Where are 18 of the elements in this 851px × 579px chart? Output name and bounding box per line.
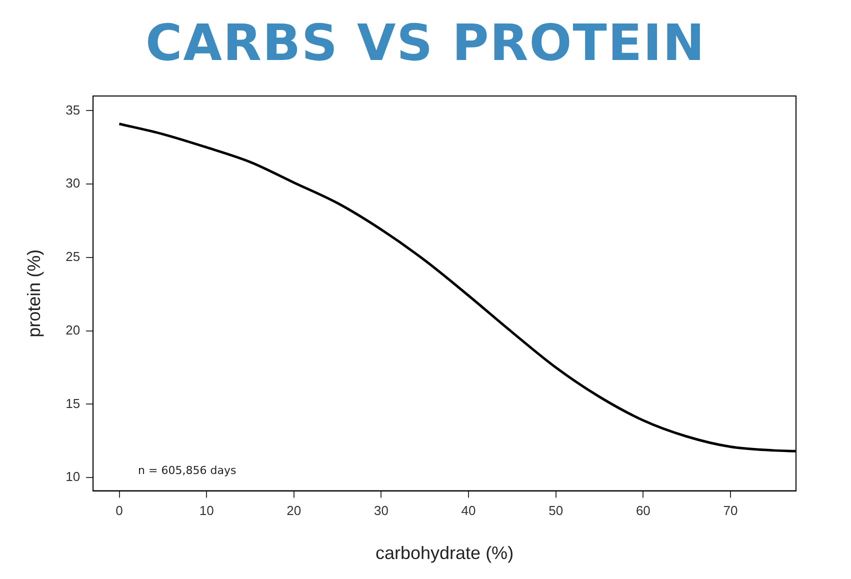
x-tick-label: 10 — [199, 503, 214, 518]
x-tick-label: 60 — [636, 503, 650, 518]
x-tick-label: 30 — [374, 503, 388, 518]
y-tick-label: 30 — [66, 176, 80, 191]
y-axis-title: protein (%) — [24, 249, 44, 338]
y-tick-label: 20 — [66, 322, 80, 338]
x-tick-label: 0 — [116, 503, 123, 518]
x-tick-label: 40 — [461, 503, 476, 518]
y-tick-label: 25 — [66, 249, 80, 264]
annotation: n = 605,856 days — [138, 464, 236, 477]
x-axis-title: carbohydrate (%) — [376, 543, 514, 564]
y-tick-label: 15 — [66, 396, 80, 411]
y-tick-label: 10 — [66, 469, 80, 484]
chart-title: CARBS VS PROTEIN — [144, 14, 706, 72]
x-tick-label: 70 — [723, 503, 738, 518]
y-tick-label: 35 — [66, 102, 80, 118]
x-tick-label: 20 — [286, 503, 302, 518]
x-tick-label: 50 — [548, 503, 564, 518]
